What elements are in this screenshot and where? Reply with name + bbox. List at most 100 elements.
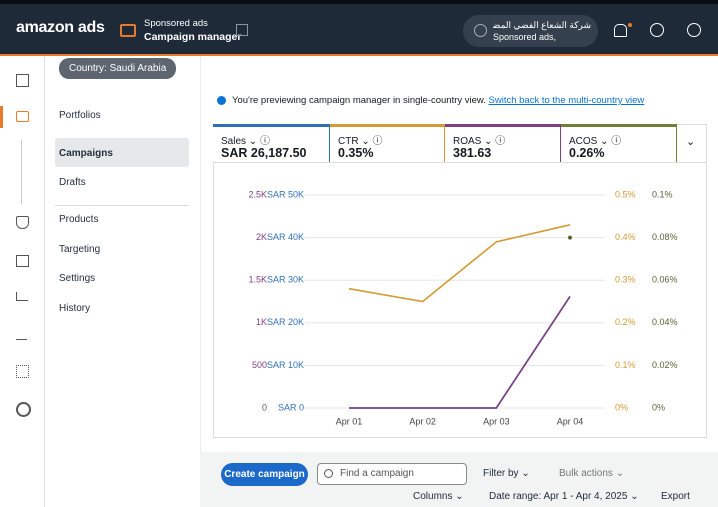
notifications-icon[interactable] (614, 24, 627, 37)
expand-chevron[interactable]: ⌄ (686, 136, 696, 148)
nav-item[interactable]: Products (59, 214, 99, 225)
y-tick-label: SAR 20K (267, 317, 304, 327)
columns[interactable]: Columns ⌄ (413, 491, 464, 502)
active-indicator (0, 106, 3, 128)
x-tick-label: Apr 03 (483, 416, 510, 426)
media-icon[interactable] (16, 255, 29, 267)
metric-value: SAR 26,187.50 (221, 146, 307, 160)
globe-icon (474, 24, 487, 37)
bulk-label: Bulk actions (559, 468, 613, 479)
rail-divider (21, 140, 22, 204)
account-sub: Sponsored ads, (493, 32, 557, 42)
date-range[interactable]: Date range: Apr 1 - Apr 4, 2025 ⌄ (489, 491, 639, 502)
notification-dot (628, 23, 632, 27)
search-icon (324, 469, 333, 478)
campaign-icon[interactable] (16, 111, 29, 122)
apps-icon[interactable] (16, 365, 29, 378)
nav-item[interactable]: Drafts (59, 177, 86, 188)
y-tick-label: 0.08% (652, 232, 678, 242)
settings-icon[interactable] (16, 402, 31, 417)
y-tick-label: 0.2% (615, 317, 636, 327)
help-icon[interactable] (650, 23, 664, 37)
filter-label: Filter by (483, 468, 519, 479)
nav-item[interactable]: History (59, 303, 91, 314)
info-icon (217, 96, 226, 105)
y-tick-label: SAR 40K (267, 232, 304, 242)
y-tick-label: 0.3% (615, 275, 636, 285)
dashboard-icon[interactable] (16, 74, 29, 87)
metric-card[interactable]: CTR ⌄ ⓘ 0.35% (330, 124, 445, 162)
y-tick-label: 0.06% (652, 275, 678, 285)
y-tick-label: SAR 0 (278, 402, 304, 412)
y-tick-label: SAR 50K (267, 189, 304, 199)
top-bar: amazon ads Sponsored ads Campaign manage… (0, 0, 718, 56)
reports-icon[interactable] (16, 329, 27, 340)
metric-name: CTR (338, 136, 359, 147)
data-point (568, 235, 572, 240)
bulk-actions[interactable]: Bulk actions ⌄ (559, 468, 625, 479)
metric-name: Sales (221, 136, 247, 147)
country-badge[interactable]: Country: Saudi Arabia (59, 58, 177, 79)
y-tick-label: 500 (252, 360, 267, 370)
account-switcher[interactable]: شركة الشعاع الفضي المضيء Sponsored ads, (463, 15, 598, 47)
metric-name: ROAS (453, 136, 482, 147)
nav-item[interactable]: Portfolios (59, 110, 101, 121)
nav-item[interactable]: Settings (59, 273, 96, 284)
x-tick-label: Apr 02 (409, 416, 436, 426)
brand-icon[interactable] (16, 216, 29, 229)
measurement-icon[interactable] (16, 292, 28, 301)
search-placeholder: Find a campaign (340, 468, 414, 479)
page-name: Campaign manager (144, 31, 242, 43)
date-label: Date range: Apr 1 - Apr 4, 2025 (489, 491, 628, 502)
metric-card[interactable]: ROAS ⌄ ⓘ 381.63 (445, 124, 561, 162)
metric-card[interactable]: ACOS ⌄ ⓘ 0.26% (561, 124, 677, 162)
icon-rail (0, 56, 45, 507)
y-tick-label: 0.5% (615, 189, 636, 199)
nav-divider (55, 205, 189, 206)
metric-label: CTR ⌄ ⓘ (338, 136, 383, 147)
y-tick-label: 0 (262, 402, 267, 412)
export[interactable]: Export (661, 491, 690, 502)
y-tick-label: 0% (652, 402, 665, 412)
notice-text: You're previewing campaign manager in si… (232, 95, 486, 106)
search-box[interactable]: Find a campaign (317, 463, 467, 485)
filter-by[interactable]: Filter by ⌄ (483, 468, 530, 479)
notice-link[interactable]: Switch back to the multi-country view (488, 95, 645, 106)
y-tick-label: 0.04% (652, 317, 678, 327)
home-icon[interactable] (236, 24, 248, 36)
x-tick-label: Apr 01 (336, 416, 363, 426)
notice: You're previewing campaign manager in si… (232, 95, 644, 106)
product: Sponsored ads (144, 18, 208, 29)
columns-label: Columns (413, 491, 453, 502)
y-tick-label: SAR 30K (267, 275, 304, 285)
series-line (348, 224, 571, 303)
create-campaign-button[interactable]: Create campaign (221, 463, 308, 486)
y-tick-label: 0% (615, 402, 628, 412)
y-tick-label: 2.5K (248, 189, 267, 199)
series-line (349, 295, 571, 409)
series-line (349, 296, 571, 409)
product-icon (120, 24, 136, 37)
side-nav: Country: Saudi Arabia (45, 56, 201, 507)
nav-active-bg (55, 138, 189, 167)
y-tick-label: 0.4% (615, 232, 636, 242)
y-tick-label: 0.1% (652, 189, 673, 199)
metric-value: 0.35% (338, 146, 374, 160)
y-tick-label: SAR 10K (267, 360, 304, 370)
metric-card[interactable]: Sales ⌄ ⓘ SAR 26,187.50 (213, 124, 330, 162)
metric-label: ROAS ⌄ ⓘ (453, 136, 506, 147)
metric-value: 0.26% (569, 146, 605, 160)
profile-icon[interactable] (687, 23, 701, 37)
card-divider (213, 162, 707, 163)
x-tick-label: Apr 04 (557, 416, 584, 426)
nav-item[interactable]: Targeting (59, 244, 101, 255)
metric-label: Sales ⌄ ⓘ (221, 136, 270, 147)
logo[interactable]: amazon ads (16, 19, 105, 36)
y-tick-label: 0.1% (615, 360, 636, 370)
nav-item[interactable]: Campaigns (59, 148, 113, 159)
y-tick-label: 1K (256, 317, 267, 327)
y-tick-label: 0.02% (652, 360, 678, 370)
metric-label: ACOS ⌄ ⓘ (569, 136, 622, 147)
metric-name: ACOS (569, 136, 598, 147)
